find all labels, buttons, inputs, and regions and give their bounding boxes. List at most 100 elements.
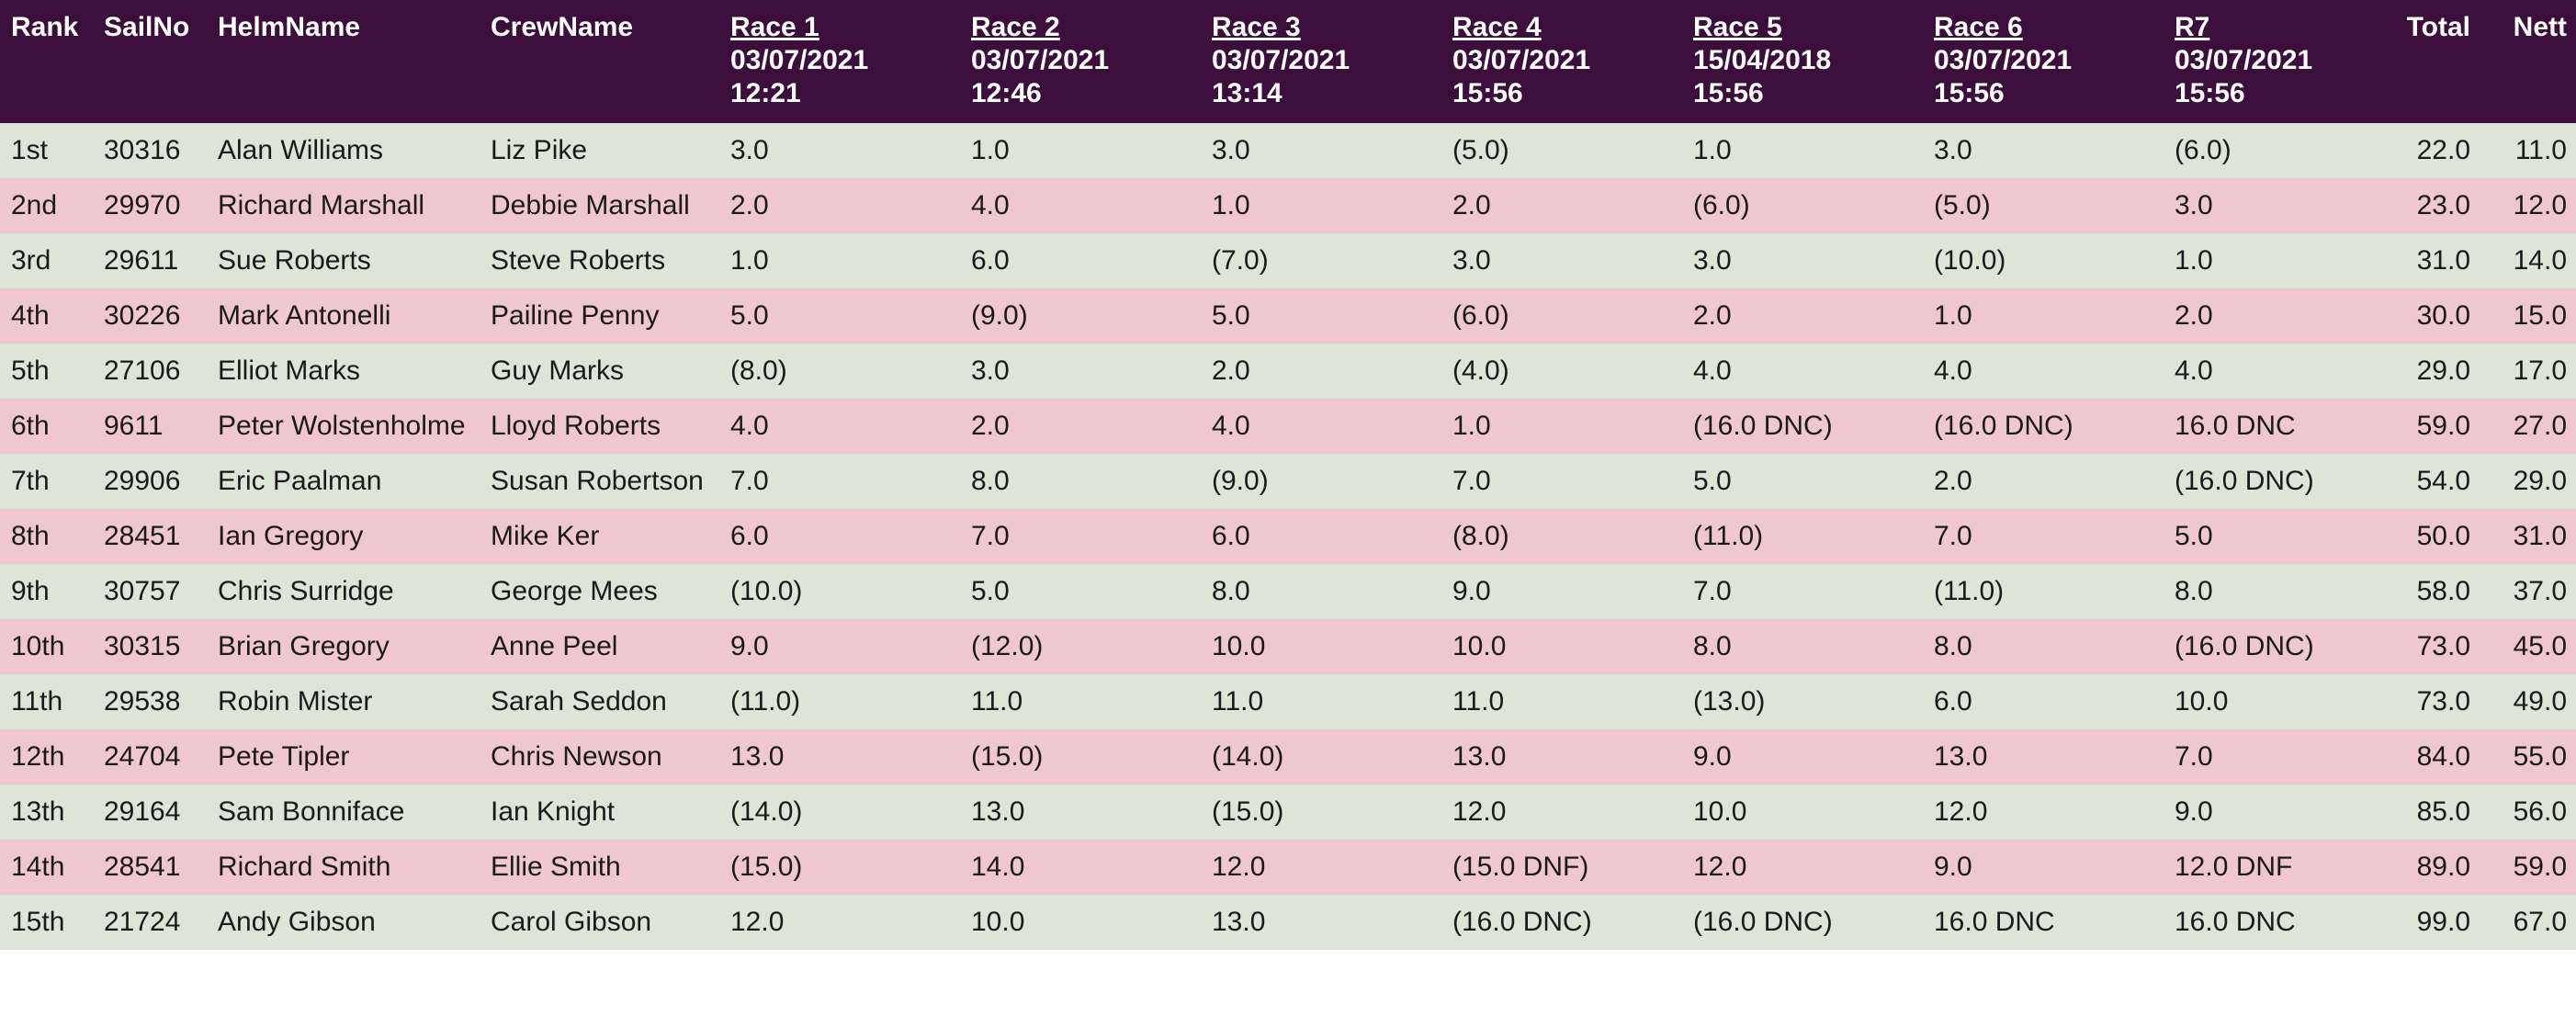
race-1-score-cell: (11.0) xyxy=(719,674,960,729)
race-1-title[interactable]: Race 1 xyxy=(730,12,819,42)
sailno-cell: 29970 xyxy=(93,178,207,233)
race-6-score-cell: 7.0 xyxy=(1923,509,2164,564)
table-row: 11th 29538 Robin Mister Sarah Seddon (11.0) 1… xyxy=(0,674,2576,729)
race-6-date: 03/07/2021 xyxy=(1934,45,2073,75)
race-1-header[interactable]: Race 1 03/07/2021 12:21 xyxy=(719,0,960,123)
race-7-title[interactable]: R7 xyxy=(2175,12,2210,42)
race-3-score-cell: 12.0 xyxy=(1201,840,1441,895)
race-7-header[interactable]: R7 03/07/2021 15:56 xyxy=(2164,0,2331,123)
crew-name-cell: Debbie Marshall xyxy=(480,178,719,233)
table-row: 10th 30315 Brian Gregory Anne Peel 9.0 (12.0)… xyxy=(0,619,2576,674)
total-cell: 29.0 xyxy=(2331,344,2480,399)
race-5-header[interactable]: Race 5 15/04/2018 15:56 xyxy=(1682,0,1923,123)
total-cell: 23.0 xyxy=(2331,178,2480,233)
header-row: Rank SailNo HelmName CrewName Race 1 03/… xyxy=(0,0,2576,123)
race-1-score-cell: 3.0 xyxy=(719,123,960,178)
total-cell: 59.0 xyxy=(2331,399,2480,454)
race-7-score-cell: 8.0 xyxy=(2164,564,2331,619)
table-row: 12th 24704 Pete Tipler Chris Newson 13.0 (15.… xyxy=(0,729,2576,785)
race-6-score-cell: 9.0 xyxy=(1923,840,2164,895)
results-body: 1st 30316 Alan Williams Liz Pike 3.0 1.0 3.0 (5… xyxy=(0,123,2576,950)
crew-name-cell: Liz Pike xyxy=(480,123,719,178)
race-5-score-cell: 10.0 xyxy=(1682,785,1923,840)
race-7-time: 15:56 xyxy=(2175,78,2245,108)
race-7-score-cell: 9.0 xyxy=(2164,785,2331,840)
race-4-score-cell: 13.0 xyxy=(1441,729,1682,785)
sailno-cell: 29164 xyxy=(93,785,207,840)
race-2-score-cell: (9.0) xyxy=(960,288,1201,344)
race-5-score-cell: 12.0 xyxy=(1682,840,1923,895)
race-5-score-cell: (16.0 DNC) xyxy=(1682,895,1923,950)
race-2-score-cell: (12.0) xyxy=(960,619,1201,674)
race-2-title[interactable]: Race 2 xyxy=(971,12,1060,42)
race-3-score-cell: 3.0 xyxy=(1201,123,1441,178)
race-4-header[interactable]: Race 4 03/07/2021 15:56 xyxy=(1441,0,1682,123)
rank-cell: 14th xyxy=(0,840,93,895)
race-4-score-cell: (4.0) xyxy=(1441,344,1682,399)
sailno-cell: 21724 xyxy=(93,895,207,950)
total-cell: 50.0 xyxy=(2331,509,2480,564)
helm-name-cell: Ian Gregory xyxy=(207,509,480,564)
crew-header: CrewName xyxy=(480,0,719,123)
race-3-time: 13:14 xyxy=(1212,78,1282,108)
race-2-score-cell: 1.0 xyxy=(960,123,1201,178)
race-1-score-cell: 13.0 xyxy=(719,729,960,785)
race-5-score-cell: 3.0 xyxy=(1682,233,1923,288)
rank-cell: 8th xyxy=(0,509,93,564)
crew-name-cell: Carol Gibson xyxy=(480,895,719,950)
race-7-score-cell: 2.0 xyxy=(2164,288,2331,344)
sailno-cell: 29611 xyxy=(93,233,207,288)
race-3-score-cell: 2.0 xyxy=(1201,344,1441,399)
race-5-score-cell: 9.0 xyxy=(1682,729,1923,785)
helm-name-cell: Andy Gibson xyxy=(207,895,480,950)
race-2-score-cell: (15.0) xyxy=(960,729,1201,785)
crew-name-cell: Mike Ker xyxy=(480,509,719,564)
race-4-title[interactable]: Race 4 xyxy=(1452,12,1542,42)
total-cell: 89.0 xyxy=(2331,840,2480,895)
race-1-score-cell: (8.0) xyxy=(719,344,960,399)
race-1-score-cell: 2.0 xyxy=(719,178,960,233)
rank-cell: 1st xyxy=(0,123,93,178)
race-6-title[interactable]: Race 6 xyxy=(1934,12,2023,42)
race-5-score-cell: 2.0 xyxy=(1682,288,1923,344)
nett-cell: 56.0 xyxy=(2480,785,2576,840)
nett-cell: 15.0 xyxy=(2480,288,2576,344)
table-row: 14th 28541 Richard Smith Ellie Smith (15.0) 1… xyxy=(0,840,2576,895)
race-7-score-cell: (6.0) xyxy=(2164,123,2331,178)
nett-cell: 59.0 xyxy=(2480,840,2576,895)
race-4-score-cell: (6.0) xyxy=(1441,288,1682,344)
race-6-header[interactable]: Race 6 03/07/2021 15:56 xyxy=(1923,0,2164,123)
race-7-score-cell: 7.0 xyxy=(2164,729,2331,785)
race-3-score-cell: (7.0) xyxy=(1201,233,1441,288)
nett-cell: 67.0 xyxy=(2480,895,2576,950)
rank-cell: 2nd xyxy=(0,178,93,233)
table-row: 8th 28451 Ian Gregory Mike Ker 6.0 7.0 6.0 (8.0… xyxy=(0,509,2576,564)
race-4-score-cell: (15.0 DNF) xyxy=(1441,840,1682,895)
rank-cell: 12th xyxy=(0,729,93,785)
helm-name-cell: Pete Tipler xyxy=(207,729,480,785)
race-3-score-cell: (14.0) xyxy=(1201,729,1441,785)
rank-cell: 5th xyxy=(0,344,93,399)
sailno-cell: 24704 xyxy=(93,729,207,785)
table-row: 5th 27106 Elliot Marks Guy Marks (8.0) 3.0 2.0… xyxy=(0,344,2576,399)
race-5-score-cell: (11.0) xyxy=(1682,509,1923,564)
sailno-cell: 28451 xyxy=(93,509,207,564)
race-3-title[interactable]: Race 3 xyxy=(1212,12,1301,42)
race-3-score-cell: 8.0 xyxy=(1201,564,1441,619)
race-7-score-cell: 4.0 xyxy=(2164,344,2331,399)
race-5-title[interactable]: Race 5 xyxy=(1693,12,1782,42)
race-2-score-cell: 14.0 xyxy=(960,840,1201,895)
race-3-header[interactable]: Race 3 03/07/2021 13:14 xyxy=(1201,0,1441,123)
rank-cell: 3rd xyxy=(0,233,93,288)
race-7-score-cell: 5.0 xyxy=(2164,509,2331,564)
helm-name-cell: Eric Paalman xyxy=(207,454,480,509)
race-2-header[interactable]: Race 2 03/07/2021 12:46 xyxy=(960,0,1201,123)
crew-name-cell: Guy Marks xyxy=(480,344,719,399)
race-5-score-cell: 8.0 xyxy=(1682,619,1923,674)
helm-name-cell: Mark Antonelli xyxy=(207,288,480,344)
crew-name-cell: Susan Robertson xyxy=(480,454,719,509)
race-4-score-cell: (8.0) xyxy=(1441,509,1682,564)
race-4-score-cell: 12.0 xyxy=(1441,785,1682,840)
race-3-score-cell: (15.0) xyxy=(1201,785,1441,840)
race-4-score-cell: 1.0 xyxy=(1441,399,1682,454)
